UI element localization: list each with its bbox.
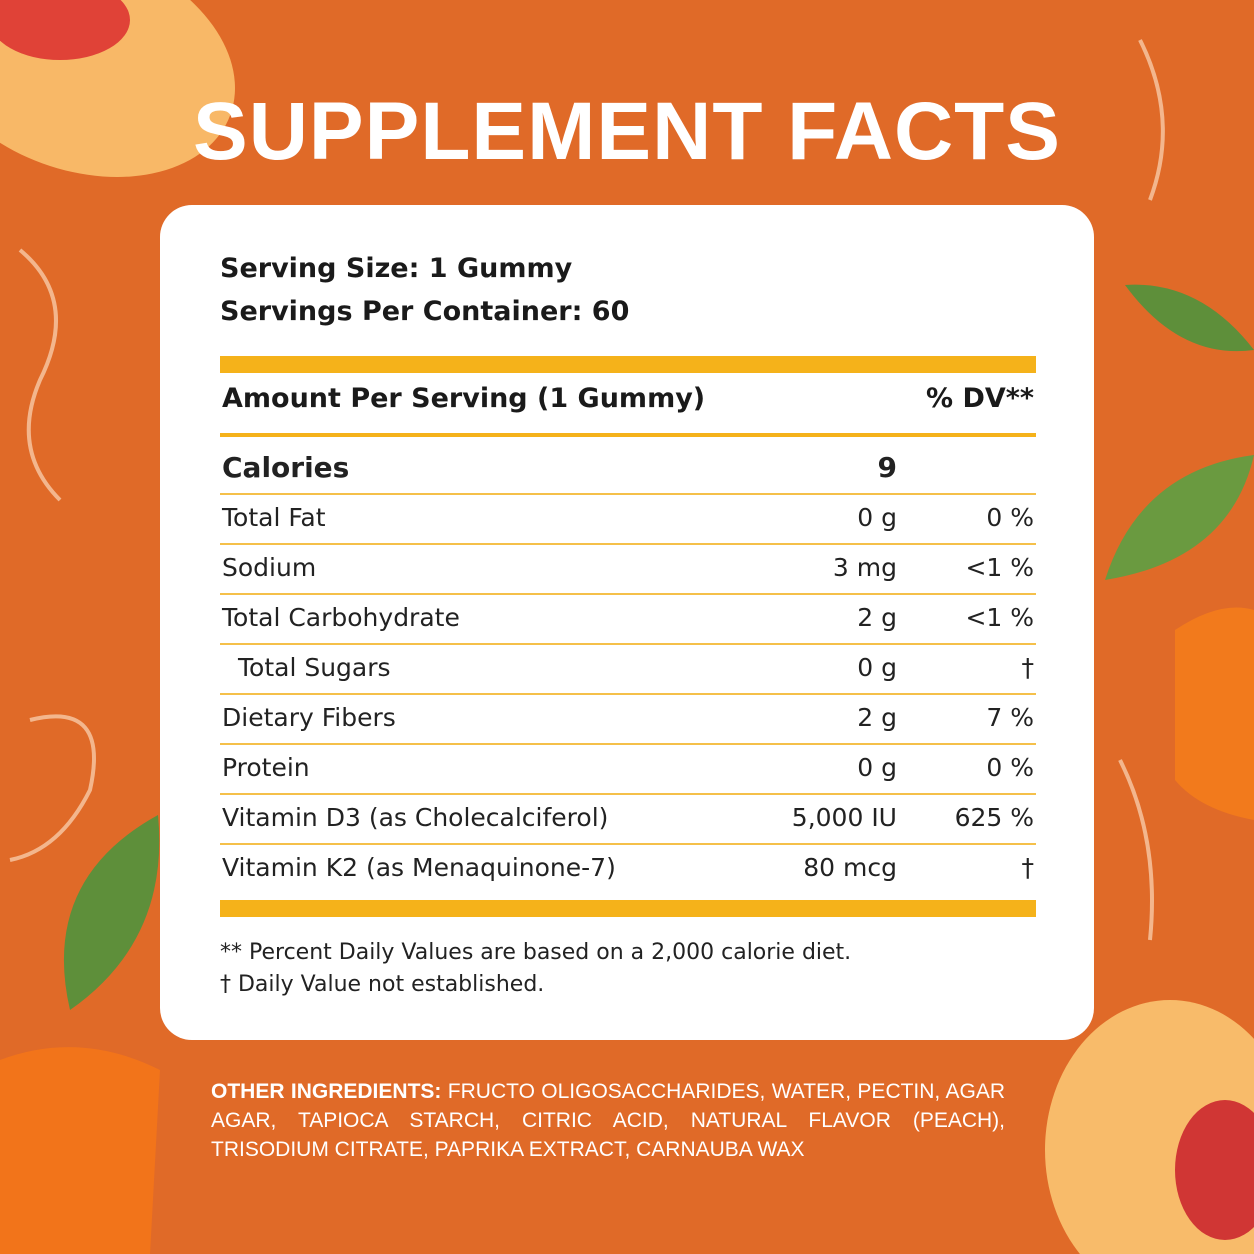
nutrient-name: Protein	[222, 753, 310, 782]
nutrient-dv: <1 %	[965, 553, 1034, 582]
table-row: Total Fat 0 g 0 %	[220, 493, 1036, 545]
nutrient-name: Total Sugars	[238, 653, 391, 682]
table-row: Vitamin K2 (as Menaquinone-7) 80 mcg †	[220, 843, 1036, 893]
table-row: Total Sugars 0 g †	[220, 643, 1036, 695]
nutrient-name: Vitamin K2 (as Menaquinone-7)	[222, 853, 616, 882]
header-amount: Amount Per Serving (1 Gummy)	[222, 383, 706, 414]
table-row: Sodium 3 mg <1 %	[220, 543, 1036, 595]
nutrient-name: Vitamin D3 (as Cholecalciferol)	[222, 803, 609, 832]
serving-size: Serving Size: 1 Gummy	[220, 253, 573, 284]
nutrient-dv: <1 %	[965, 603, 1034, 632]
table-row: Protein 0 g 0 %	[220, 743, 1036, 795]
nutrient-name: Calories	[222, 451, 350, 484]
ingredients-label: OTHER INGREDIENTS:	[211, 1080, 442, 1103]
servings-per-container: Servings Per Container: 60	[220, 296, 630, 327]
nutrient-amount: 80 mcg	[803, 853, 897, 882]
nutrient-name: Total Carbohydrate	[222, 603, 460, 632]
footnote: ** Percent Daily Values are based on a 2…	[220, 940, 852, 965]
nutrient-dv: 625 %	[954, 803, 1034, 832]
nutrient-amount: 0 g	[857, 503, 897, 532]
title: SUPPLEMENT FACTS	[193, 86, 1061, 177]
nutrient-amount: 0 g	[857, 653, 897, 682]
divider-bar	[220, 900, 1036, 917]
nutrient-dv: †	[1021, 653, 1035, 682]
nutrient-amount: 0 g	[857, 753, 897, 782]
table-row: Total Carbohydrate 2 g <1 %	[220, 593, 1036, 645]
nutrient-amount: 3 mg	[832, 553, 897, 582]
nutrient-dv: 7 %	[986, 703, 1034, 732]
nutrient-dv: 0 %	[986, 753, 1034, 782]
nutrient-amount: 5,000 IU	[791, 803, 897, 832]
divider-bar	[220, 356, 1036, 373]
table-row: Calories 9	[220, 443, 1036, 495]
ingredients-text: FRUCTO OLIGOSACCHARIDES, WATER, PECTIN, …	[211, 1080, 1006, 1161]
nutrient-dv: 0 %	[986, 503, 1034, 532]
nutrient-name: Dietary Fibers	[222, 703, 396, 732]
table-row: Dietary Fibers 2 g 7 %	[220, 693, 1036, 745]
divider-line	[220, 433, 1036, 437]
nutrient-amount: 9	[877, 451, 897, 484]
nutrient-name: Total Fat	[222, 503, 326, 532]
table-row: Vitamin D3 (as Cholecalciferol) 5,000 IU 6…	[220, 793, 1036, 845]
facts-card: Serving Size: 1 Gummy Servings Per Conta…	[160, 205, 1094, 1040]
nutrient-dv: †	[1021, 853, 1035, 882]
header-dv: % DV**	[926, 383, 1034, 414]
ingredients: OTHER INGREDIENTS: FRUCTO OLIGOSACCHARID…	[211, 1077, 1005, 1164]
nutrient-amount: 2 g	[857, 703, 897, 732]
nutrient-amount: 2 g	[857, 603, 897, 632]
footnote: † Daily Value not established.	[220, 972, 545, 997]
nutrient-name: Sodium	[222, 553, 317, 582]
